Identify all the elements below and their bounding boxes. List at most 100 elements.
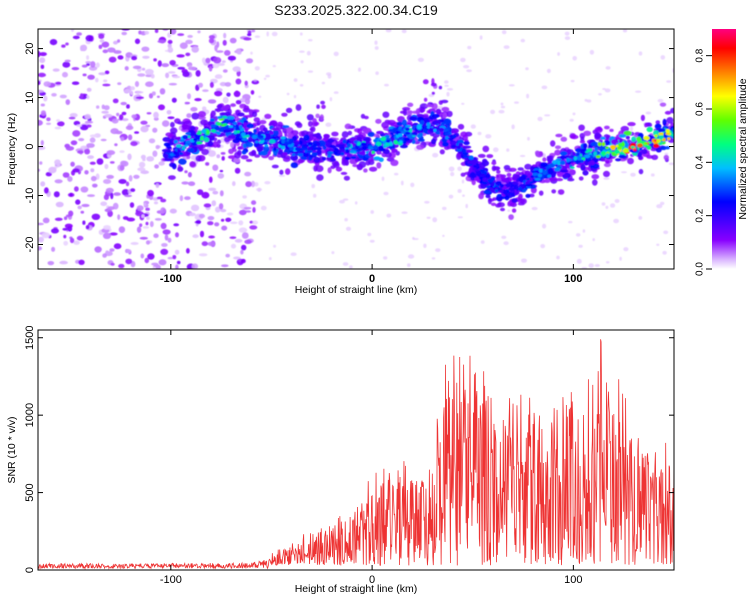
spectrogram-cell bbox=[299, 50, 305, 53]
spectrogram-cell bbox=[45, 172, 52, 177]
spectrogram-cell bbox=[154, 29, 159, 33]
spectrogram-cell bbox=[282, 152, 288, 156]
spectrogram-cell bbox=[622, 29, 628, 33]
spectrogram-cell bbox=[593, 151, 598, 157]
spectrogram-cell bbox=[604, 125, 610, 130]
spectrogram-cell bbox=[213, 57, 222, 64]
spectrogram-cell bbox=[515, 190, 519, 195]
spectrogram-cell bbox=[333, 161, 340, 168]
spectrogram-cell bbox=[538, 190, 544, 196]
spectrogram-cell bbox=[62, 71, 68, 78]
spectrogram-cell bbox=[265, 74, 270, 78]
spectrogram-cell bbox=[295, 104, 302, 111]
spectrogram-cell bbox=[151, 262, 159, 266]
spectrogram-cell bbox=[160, 222, 167, 230]
spectrogram-cell bbox=[110, 192, 114, 200]
spectrogram-cell bbox=[331, 251, 335, 255]
spectrogram-cell bbox=[192, 234, 199, 239]
spectrogram-cell bbox=[588, 263, 594, 268]
spectrogram-cell bbox=[273, 149, 278, 157]
spectrogram-cell bbox=[151, 91, 156, 96]
spectrogram-cell bbox=[79, 93, 84, 99]
spectrogram-cell bbox=[197, 130, 202, 135]
spectrogram-cell bbox=[637, 143, 643, 148]
spectrogram-cell bbox=[187, 148, 195, 153]
spectrogram-cell bbox=[660, 55, 666, 60]
spectrogram-cell bbox=[260, 205, 267, 211]
spectrogram-cell bbox=[587, 161, 593, 166]
spectrogram-cell bbox=[96, 158, 104, 165]
spectrogram-cell bbox=[101, 110, 109, 114]
spectrogram-cell bbox=[95, 77, 99, 83]
spectrogram-cell bbox=[576, 258, 582, 264]
spectrogram-cell bbox=[182, 124, 190, 130]
spectrogram-cell bbox=[207, 216, 215, 221]
spectrogram-cell bbox=[410, 182, 415, 188]
spectrogram-cell bbox=[221, 264, 229, 268]
spectrogram-cell bbox=[300, 60, 304, 64]
spectrogram-cell bbox=[167, 256, 174, 260]
spectrogram-cell bbox=[605, 153, 610, 158]
spectrogram-cell bbox=[218, 118, 225, 121]
spectrogram-cell bbox=[282, 157, 291, 162]
spectrogram-cell bbox=[503, 241, 509, 246]
spectrogram-cell bbox=[91, 213, 101, 220]
spectrogram-cell bbox=[299, 84, 304, 87]
spectrogram-cell bbox=[368, 147, 374, 150]
spectrogram-cell bbox=[142, 158, 146, 162]
spectrogram-cell bbox=[125, 125, 134, 131]
spectrogram-cell bbox=[126, 104, 130, 109]
spectrogram-cell bbox=[473, 164, 478, 168]
spectrogram-cell bbox=[104, 70, 110, 75]
spectrogram-cell bbox=[188, 66, 197, 71]
spectrogram-cell bbox=[65, 146, 75, 151]
spectrogram-cell bbox=[145, 74, 153, 78]
spectrogram-cell bbox=[306, 50, 311, 56]
spectrogram-cell bbox=[67, 176, 73, 182]
spectrogram-cell bbox=[175, 264, 179, 269]
spectrogram-cell bbox=[363, 115, 369, 120]
spectrogram-cell bbox=[631, 136, 637, 142]
spectrogram-cell bbox=[422, 79, 429, 85]
spectrogram-cell bbox=[492, 166, 501, 171]
spectrogram-cell bbox=[227, 55, 236, 61]
spectrogram-cell bbox=[388, 142, 393, 147]
spectrogram-cell bbox=[256, 146, 263, 153]
spectrogram-cell bbox=[241, 138, 248, 141]
spectrogram-cell bbox=[344, 123, 352, 130]
spectrogram-cell bbox=[592, 238, 595, 242]
spectrogram-cell bbox=[205, 162, 210, 166]
spectrogram-cell bbox=[207, 140, 214, 147]
spectrogram-cell bbox=[52, 68, 60, 72]
spectrogram-cell bbox=[441, 106, 450, 112]
spectrogram-cell bbox=[80, 145, 88, 150]
spectrogram-cell bbox=[463, 141, 470, 146]
spectrogram-cell bbox=[541, 85, 548, 90]
y-tick-label: -20 bbox=[24, 237, 36, 253]
spectrogram-cell bbox=[393, 140, 398, 144]
spectrogram-cell bbox=[614, 149, 620, 155]
spectrogram-cell bbox=[117, 55, 124, 60]
spectrogram-cell bbox=[124, 89, 131, 94]
spectrogram-cell bbox=[173, 150, 177, 155]
spectrogram-cell bbox=[78, 138, 85, 142]
spectrogram-cell bbox=[564, 31, 570, 36]
spectrogram-cell bbox=[312, 133, 319, 137]
spectrogram-cell bbox=[130, 242, 139, 245]
spectrogram-cell bbox=[195, 84, 200, 91]
spectrogram-cell bbox=[244, 80, 248, 86]
spectrogram-cell bbox=[357, 147, 363, 151]
spectrogram-cell bbox=[578, 124, 585, 131]
spectrogram-cell bbox=[405, 131, 411, 135]
spectrogram-cell bbox=[293, 95, 297, 99]
spectrogram-cell bbox=[210, 110, 216, 117]
spectrogram-cell bbox=[344, 159, 349, 166]
spectrogram-cell bbox=[62, 61, 71, 68]
spectrogram-cell bbox=[250, 51, 253, 55]
spectrogram-cell bbox=[315, 113, 320, 119]
spectrogram-cell bbox=[417, 138, 425, 142]
spectrogram-cell bbox=[376, 162, 382, 169]
spectrogram-cell bbox=[89, 161, 96, 165]
spectrogram-cell bbox=[190, 204, 200, 212]
spectrogram-cell bbox=[102, 253, 107, 258]
